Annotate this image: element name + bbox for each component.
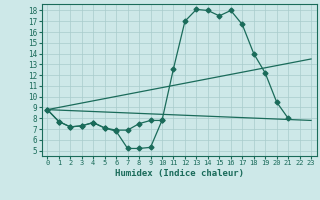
X-axis label: Humidex (Indice chaleur): Humidex (Indice chaleur) bbox=[115, 169, 244, 178]
